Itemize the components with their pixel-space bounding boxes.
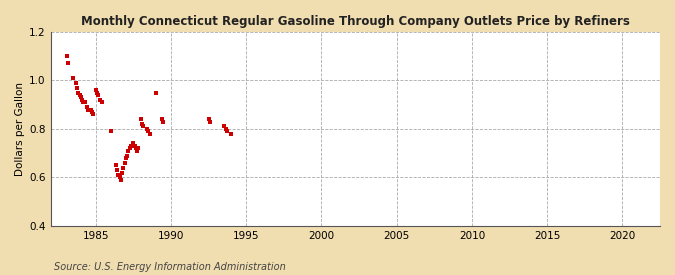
Point — [221, 127, 232, 131]
Point — [93, 93, 104, 97]
Point — [122, 153, 132, 158]
Point — [70, 81, 81, 85]
Point — [119, 161, 130, 165]
Point — [143, 129, 154, 134]
Point — [126, 144, 136, 148]
Point — [136, 117, 146, 122]
Point — [73, 90, 84, 95]
Point — [117, 170, 128, 175]
Point — [151, 90, 161, 95]
Point — [158, 119, 169, 124]
Point — [123, 148, 134, 153]
Point — [203, 117, 214, 122]
Point — [92, 90, 103, 95]
Point — [113, 173, 124, 177]
Point — [133, 146, 144, 150]
Point — [76, 98, 87, 102]
Point — [72, 86, 82, 90]
Point — [63, 61, 74, 66]
Point — [128, 141, 139, 146]
Point — [83, 107, 94, 112]
Point — [86, 110, 97, 114]
Text: Source: U.S. Energy Information Administration: Source: U.S. Energy Information Administ… — [54, 262, 286, 272]
Point — [129, 144, 140, 148]
Point — [76, 95, 86, 100]
Point — [205, 119, 215, 124]
Y-axis label: Dollars per Gallon: Dollars per Gallon — [15, 82, 25, 176]
Point — [78, 100, 88, 104]
Point — [142, 127, 153, 131]
Point — [114, 175, 125, 180]
Point — [226, 131, 237, 136]
Point — [112, 168, 123, 172]
Point — [94, 98, 105, 102]
Point — [115, 178, 126, 182]
Point — [86, 107, 97, 112]
Point — [97, 100, 107, 104]
Point — [120, 156, 131, 160]
Point — [130, 146, 141, 150]
Point — [82, 105, 92, 109]
Point — [138, 124, 149, 129]
Point — [218, 124, 229, 129]
Title: Monthly Connecticut Regular Gasoline Through Company Outlets Price by Refiners: Monthly Connecticut Regular Gasoline Thr… — [81, 15, 630, 28]
Point — [90, 88, 101, 92]
Point — [111, 163, 122, 167]
Point — [127, 144, 138, 148]
Point — [157, 117, 167, 122]
Point — [68, 76, 78, 80]
Point — [61, 54, 72, 58]
Point — [74, 93, 85, 97]
Point — [88, 112, 99, 117]
Point — [124, 146, 135, 150]
Point — [137, 122, 148, 126]
Point — [132, 148, 142, 153]
Point — [222, 129, 233, 134]
Point — [118, 166, 129, 170]
Point — [79, 100, 90, 104]
Point — [144, 131, 155, 136]
Point — [105, 129, 116, 134]
